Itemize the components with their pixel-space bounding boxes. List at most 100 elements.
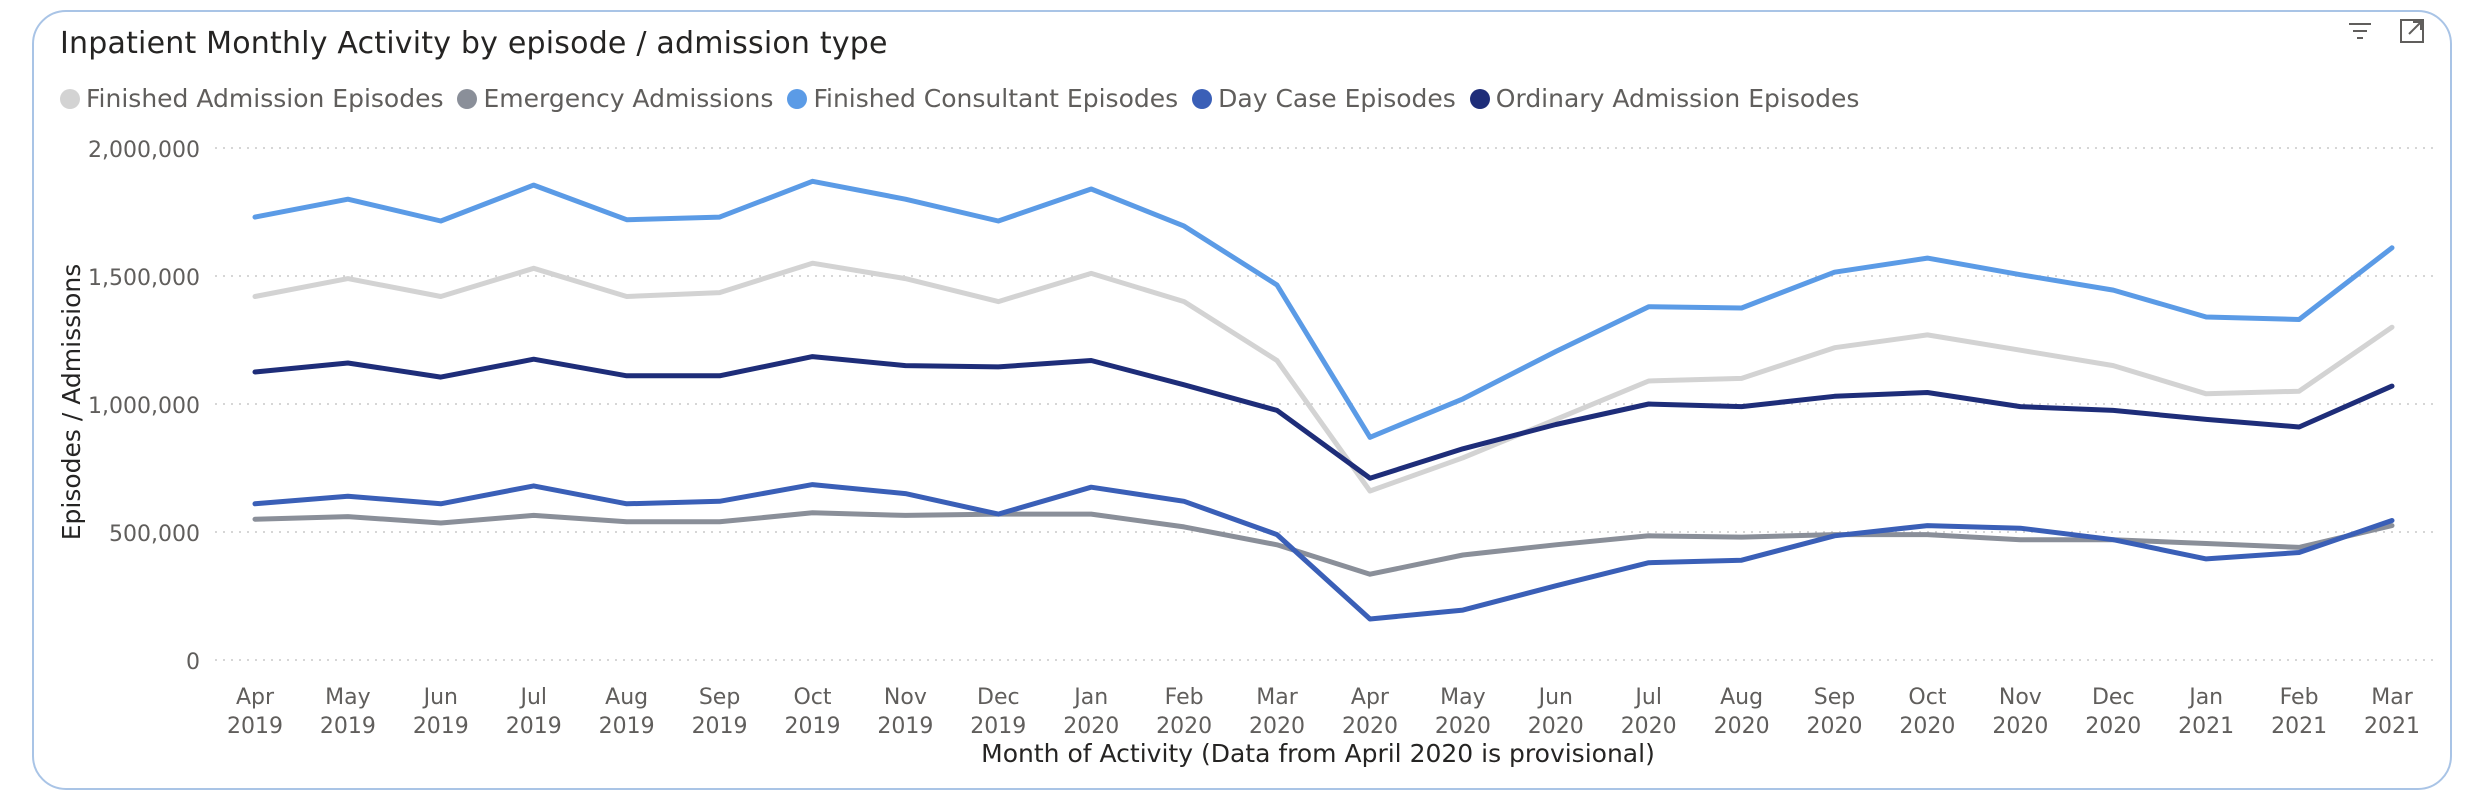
data-point[interactable] <box>345 514 351 520</box>
data-point[interactable] <box>1553 583 1559 589</box>
legend-item[interactable]: Ordinary Admission Episodes <box>1469 84 1859 113</box>
data-point[interactable] <box>624 217 630 223</box>
filter-icon[interactable] <box>2345 16 2375 46</box>
series-line-3[interactable] <box>252 178 2395 440</box>
data-point[interactable] <box>1274 357 1280 363</box>
data-point[interactable] <box>2110 363 2116 369</box>
data-point[interactable] <box>1274 407 1280 413</box>
data-point[interactable] <box>2203 541 2209 547</box>
data-point[interactable] <box>1646 560 1652 566</box>
series-line-1[interactable] <box>252 260 2395 494</box>
data-point[interactable] <box>1088 186 1094 192</box>
data-point[interactable] <box>809 260 815 266</box>
data-point[interactable] <box>531 512 537 518</box>
data-point[interactable] <box>531 483 537 489</box>
data-point[interactable] <box>809 354 815 360</box>
data-point[interactable] <box>902 363 908 369</box>
data-point[interactable] <box>1553 416 1559 422</box>
data-point[interactable] <box>995 299 1001 305</box>
data-point[interactable] <box>2389 245 2395 251</box>
data-point[interactable] <box>438 218 444 224</box>
data-point[interactable] <box>624 501 630 507</box>
series-line-5[interactable] <box>252 354 2395 481</box>
data-point[interactable] <box>995 511 1001 517</box>
data-point[interactable] <box>531 265 537 271</box>
data-point[interactable] <box>2389 517 2395 523</box>
data-point[interactable] <box>902 276 908 282</box>
data-point[interactable] <box>438 520 444 526</box>
data-point[interactable] <box>2017 537 2023 543</box>
data-point[interactable] <box>2110 407 2116 413</box>
data-point[interactable] <box>252 516 258 522</box>
data-point[interactable] <box>252 214 258 220</box>
data-point[interactable] <box>1088 270 1094 276</box>
data-point[interactable] <box>1646 304 1652 310</box>
data-point[interactable] <box>624 293 630 299</box>
legend-item[interactable]: Finished Admission Episodes <box>60 84 443 113</box>
data-point[interactable] <box>1181 223 1187 229</box>
data-point[interactable] <box>438 374 444 380</box>
data-point[interactable] <box>1460 446 1466 452</box>
data-point[interactable] <box>2203 556 2209 562</box>
data-point[interactable] <box>1739 534 1745 540</box>
data-point[interactable] <box>1832 269 1838 275</box>
data-point[interactable] <box>2203 391 2209 397</box>
data-point[interactable] <box>902 512 908 518</box>
data-point[interactable] <box>624 373 630 379</box>
legend-item[interactable]: Emergency Admissions <box>457 84 773 113</box>
data-point[interactable] <box>2296 317 2302 323</box>
data-point[interactable] <box>902 491 908 497</box>
series-line-4[interactable] <box>252 482 2395 622</box>
data-point[interactable] <box>1924 532 1930 538</box>
data-point[interactable] <box>1274 282 1280 288</box>
data-point[interactable] <box>1367 616 1373 622</box>
data-point[interactable] <box>1460 455 1466 461</box>
data-point[interactable] <box>1739 375 1745 381</box>
data-point[interactable] <box>1924 523 1930 529</box>
data-point[interactable] <box>1367 475 1373 481</box>
data-point[interactable] <box>2296 549 2302 555</box>
data-point[interactable] <box>2389 324 2395 330</box>
data-point[interactable] <box>1181 299 1187 305</box>
data-point[interactable] <box>902 196 908 202</box>
data-point[interactable] <box>1646 533 1652 539</box>
data-point[interactable] <box>717 519 723 525</box>
data-point[interactable] <box>252 501 258 507</box>
data-point[interactable] <box>2110 287 2116 293</box>
data-point[interactable] <box>995 364 1001 370</box>
data-point[interactable] <box>1832 345 1838 351</box>
data-point[interactable] <box>1181 498 1187 504</box>
data-point[interactable] <box>2017 272 2023 278</box>
data-point[interactable] <box>2017 404 2023 410</box>
data-point[interactable] <box>1553 421 1559 427</box>
data-point[interactable] <box>1553 542 1559 548</box>
focus-mode-icon[interactable] <box>2397 16 2427 46</box>
data-point[interactable] <box>1181 524 1187 530</box>
data-point[interactable] <box>1739 404 1745 410</box>
data-point[interactable] <box>2296 424 2302 430</box>
data-point[interactable] <box>809 510 815 516</box>
data-point[interactable] <box>809 178 815 184</box>
data-point[interactable] <box>2110 537 2116 543</box>
data-point[interactable] <box>531 182 537 188</box>
data-point[interactable] <box>1739 305 1745 311</box>
data-point[interactable] <box>1924 255 1930 261</box>
data-point[interactable] <box>717 214 723 220</box>
data-point[interactable] <box>1274 532 1280 538</box>
data-point[interactable] <box>1367 571 1373 577</box>
data-point[interactable] <box>345 360 351 366</box>
data-point[interactable] <box>2296 388 2302 394</box>
data-point[interactable] <box>1832 533 1838 539</box>
data-point[interactable] <box>438 293 444 299</box>
data-point[interactable] <box>717 290 723 296</box>
data-point[interactable] <box>809 482 815 488</box>
data-point[interactable] <box>1181 382 1187 388</box>
data-point[interactable] <box>1553 349 1559 355</box>
data-point[interactable] <box>1646 378 1652 384</box>
data-point[interactable] <box>1924 332 1930 338</box>
data-point[interactable] <box>2017 525 2023 531</box>
data-point[interactable] <box>717 373 723 379</box>
data-point[interactable] <box>531 356 537 362</box>
data-point[interactable] <box>1088 511 1094 517</box>
data-point[interactable] <box>717 498 723 504</box>
